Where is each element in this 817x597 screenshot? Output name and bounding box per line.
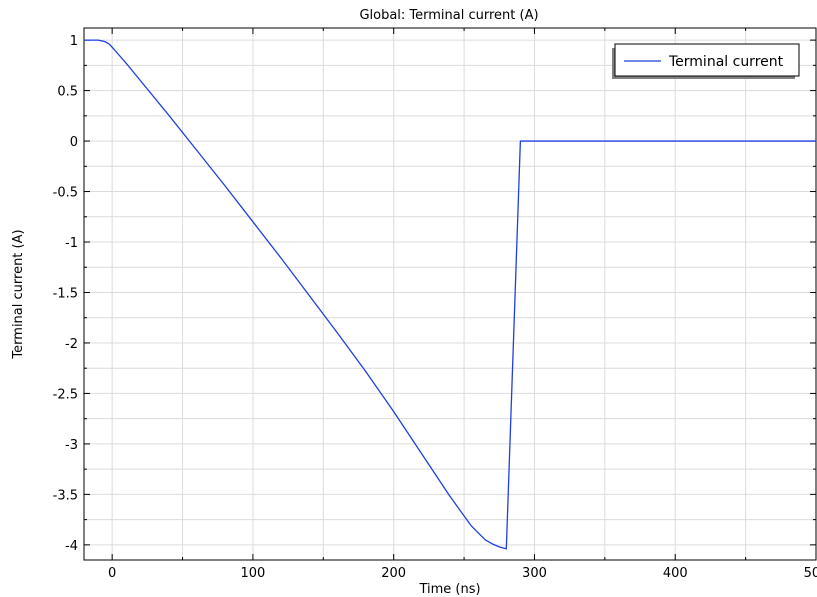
- series-line-terminal-current: [84, 39, 816, 550]
- axis-ticks: 0 100 200 300 400 500 1 0.5 0 -0.5 -1 -1.5 -2 -2.5 -3 -…: [53, 28, 817, 581]
- legend-box: [614, 43, 800, 77]
- x-tick-label: 100: [241, 566, 266, 581]
- x-tick-label: 0: [108, 566, 116, 581]
- grid: [84, 28, 817, 560]
- x-axis-label: Time (ns): [418, 582, 480, 597]
- legend: Terminal current: [612, 43, 800, 79]
- x-tick-label: 400: [663, 566, 688, 581]
- y-tick-label: 0.5: [57, 85, 78, 100]
- x-tick-label: 500: [804, 566, 817, 581]
- plot-area: [83, 27, 817, 561]
- legend-entry-terminal-current: Terminal current: [668, 54, 784, 70]
- y-tick-label: -3.5: [53, 488, 78, 503]
- y-tick-label: -3: [65, 438, 78, 453]
- y-tick-label: -0.5: [53, 186, 78, 201]
- x-tick-label: 300: [522, 566, 547, 581]
- y-tick-label: 1: [70, 34, 78, 49]
- y-tick-label: -1.5: [53, 286, 78, 301]
- chart-title: Global: Terminal current (A): [359, 8, 538, 23]
- y-axis-label: Terminal current (A): [11, 229, 26, 359]
- y-tick-label: -1: [65, 236, 78, 251]
- y-tick-label: 0: [70, 135, 78, 150]
- y-tick-label: -2: [65, 337, 78, 352]
- series-layer: [84, 39, 816, 550]
- x-tick-label: 200: [381, 566, 406, 581]
- y-tick-label: -2.5: [53, 387, 78, 402]
- y-tick-label: -4: [65, 539, 78, 554]
